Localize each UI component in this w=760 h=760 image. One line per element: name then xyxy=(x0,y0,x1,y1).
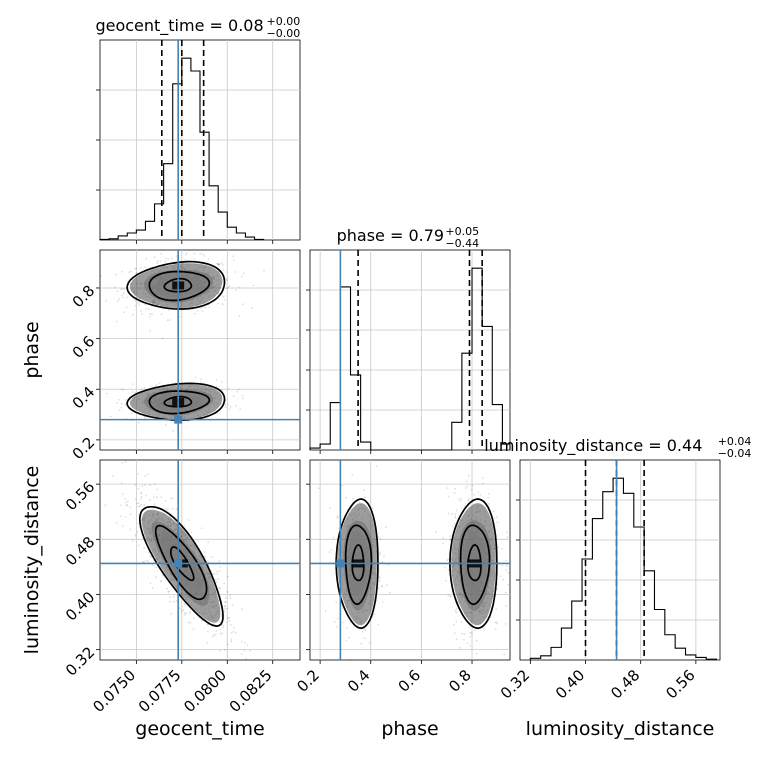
title-phase: phase = 0.79 +0.05−0.44 xyxy=(337,225,480,250)
contour-line xyxy=(335,498,379,630)
title-upper-error: +0.05 xyxy=(445,225,479,238)
x-tick-label-geocent-time: 0.0825 xyxy=(226,666,276,716)
title-text: geocent_time = 0.08 xyxy=(95,16,263,36)
density-geocent-time-phase xyxy=(100,252,265,432)
truth-marker xyxy=(336,559,345,568)
contour-line xyxy=(449,498,498,630)
x-tick-label-phase: 0.6 xyxy=(395,666,425,696)
contour-line xyxy=(163,277,193,293)
contour-line xyxy=(467,544,482,582)
hist-panel-luminosity-distance-frame xyxy=(519,459,721,661)
hist-panel-luminosity-distance: 0.32 0.40 0.48 0.56 xyxy=(497,459,721,702)
scatter-panel-geocent-time-vs-phase: 0.2 0.4 0.6 0.8 xyxy=(69,249,301,464)
y-tick-label-phase: 0.6 xyxy=(69,332,99,362)
contour-line xyxy=(154,524,208,601)
x-axis-label-geocent-time: geocent_time xyxy=(135,718,264,740)
y-tick-label-luminosity-distance: 0.48 xyxy=(62,533,98,569)
scatter-panel-phase-vs-luminosity-distance: 0.2 0.4 0.6 0.8 xyxy=(293,459,511,696)
histogram-phase xyxy=(309,267,511,451)
histogram-luminosity-distance xyxy=(529,477,718,660)
x-tick-label-phase: 0.4 xyxy=(344,666,374,696)
x-tick-label-geocent-time: 0.0800 xyxy=(180,666,230,716)
contour-line xyxy=(344,524,373,606)
x-tick-label-geocent-time: 0.0775 xyxy=(135,666,185,716)
title-upper-error: +0.04 xyxy=(718,435,752,448)
contour-line xyxy=(459,524,491,606)
x-axis-label-luminosity-distance: luminosity_distance xyxy=(526,718,715,740)
y-tick-label-luminosity-distance: 0.40 xyxy=(62,588,98,624)
y-tick-label-luminosity-distance: 0.56 xyxy=(62,478,98,514)
title-geocent-time: geocent_time = 0.08 +0.00−0.00 xyxy=(95,15,300,40)
contour-line xyxy=(126,260,226,310)
contour-line xyxy=(351,544,365,582)
contour-line xyxy=(126,382,226,422)
title-upper-error: +0.00 xyxy=(267,15,301,28)
y-axis-label-phase: phase xyxy=(21,321,43,378)
contour-line xyxy=(148,390,211,415)
y-tick-label-phase: 0.8 xyxy=(69,282,99,312)
hist-panel-geocent-time xyxy=(96,39,301,244)
x-tick-label-geocent-time: 0.0750 xyxy=(89,666,139,716)
contour-line xyxy=(138,505,224,627)
contour-line xyxy=(148,270,211,302)
hist-panel-phase xyxy=(306,249,511,454)
truth-marker xyxy=(174,415,183,424)
x-tick-label-luminosity-distance: 0.40 xyxy=(552,666,588,702)
title-text: luminosity_distance = 0.44 xyxy=(484,436,702,456)
x-tick-label-luminosity-distance: 0.48 xyxy=(607,666,643,702)
title-lower-error: −0.44 xyxy=(445,237,479,250)
y-tick-label-luminosity-distance: 0.32 xyxy=(62,643,98,679)
truth-marker xyxy=(174,559,183,568)
title-luminosity-distance: luminosity_distance = 0.44 +0.04−0.04 xyxy=(484,435,751,460)
x-tick-label-phase: 0.8 xyxy=(445,666,475,696)
x-tick-label-luminosity-distance: 0.32 xyxy=(497,666,533,702)
y-tick-label-phase: 0.2 xyxy=(69,434,99,464)
y-tick-label-phase: 0.4 xyxy=(69,383,99,413)
title-text: phase = 0.79 xyxy=(337,226,444,245)
x-tick-label-luminosity-distance: 0.56 xyxy=(662,666,698,702)
title-lower-error: −0.00 xyxy=(267,27,301,40)
y-axis-label-luminosity-distance: luminosity_distance xyxy=(21,466,43,655)
contour-line xyxy=(163,395,193,408)
title-lower-error: −0.04 xyxy=(718,447,752,460)
x-tick-label-phase: 0.2 xyxy=(293,666,323,696)
hist-panel-phase-frame xyxy=(309,249,511,451)
x-axis-label-phase: phase xyxy=(381,718,438,740)
